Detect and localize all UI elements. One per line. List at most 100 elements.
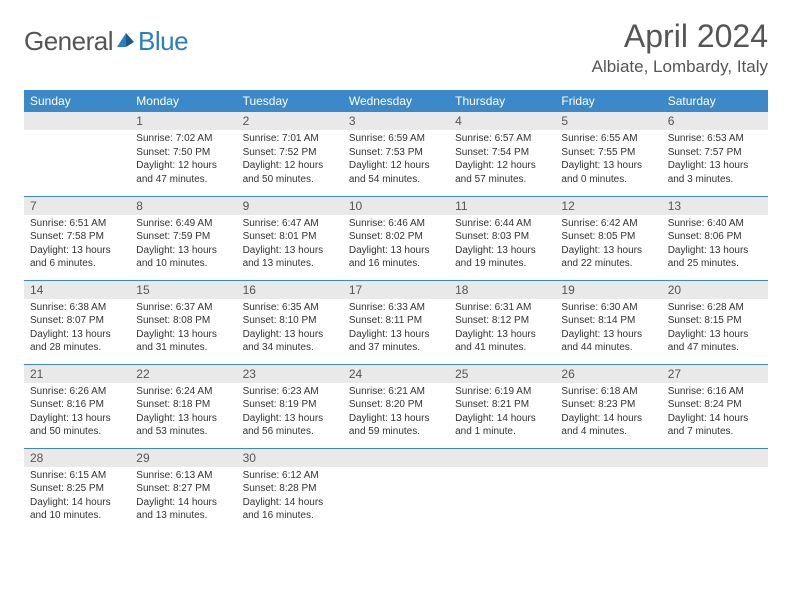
day-number: 14: [24, 281, 130, 299]
day-number: 29: [130, 449, 236, 467]
day-details: Sunrise: 7:01 AMSunset: 7:52 PMDaylight:…: [237, 130, 343, 190]
sunrise-text: Sunrise: 6:16 AM: [668, 385, 762, 399]
day-number: 7: [24, 197, 130, 215]
sunrise-text: Sunrise: 6:46 AM: [349, 217, 443, 231]
day-details: Sunrise: 6:28 AMSunset: 8:15 PMDaylight:…: [662, 299, 768, 359]
day-number: 16: [237, 281, 343, 299]
calendar-cell: 20Sunrise: 6:28 AMSunset: 8:15 PMDayligh…: [662, 280, 768, 364]
day-details: Sunrise: 6:33 AMSunset: 8:11 PMDaylight:…: [343, 299, 449, 359]
sunset-text: Sunset: 7:58 PM: [30, 230, 124, 244]
weekday-header: Friday: [555, 90, 661, 112]
sunrise-text: Sunrise: 6:35 AM: [243, 301, 337, 315]
calendar-cell: 8Sunrise: 6:49 AMSunset: 7:59 PMDaylight…: [130, 196, 236, 280]
daylight-text: Daylight: 13 hours and 31 minutes.: [136, 328, 230, 355]
calendar-cell: [343, 448, 449, 532]
sunrise-text: Sunrise: 6:26 AM: [30, 385, 124, 399]
sunrise-text: Sunrise: 6:18 AM: [561, 385, 655, 399]
brand-part2: Blue: [138, 26, 188, 57]
daylight-text: Daylight: 13 hours and 19 minutes.: [455, 244, 549, 271]
calendar-cell: 10Sunrise: 6:46 AMSunset: 8:02 PMDayligh…: [343, 196, 449, 280]
day-details: Sunrise: 6:26 AMSunset: 8:16 PMDaylight:…: [24, 383, 130, 443]
sunrise-text: Sunrise: 6:30 AM: [561, 301, 655, 315]
sunrise-text: Sunrise: 6:40 AM: [668, 217, 762, 231]
daylight-text: Daylight: 13 hours and 34 minutes.: [243, 328, 337, 355]
day-details: Sunrise: 6:23 AMSunset: 8:19 PMDaylight:…: [237, 383, 343, 443]
day-number: 13: [662, 197, 768, 215]
sunrise-text: Sunrise: 6:12 AM: [243, 469, 337, 483]
daylight-text: Daylight: 12 hours and 47 minutes.: [136, 159, 230, 186]
sunset-text: Sunset: 8:16 PM: [30, 398, 124, 412]
day-details: Sunrise: 6:53 AMSunset: 7:57 PMDaylight:…: [662, 130, 768, 190]
sunrise-text: Sunrise: 6:15 AM: [30, 469, 124, 483]
calendar-week-row: 28Sunrise: 6:15 AMSunset: 8:25 PMDayligh…: [24, 448, 768, 532]
sunrise-text: Sunrise: 6:31 AM: [455, 301, 549, 315]
sunset-text: Sunset: 7:52 PM: [243, 146, 337, 160]
sunset-text: Sunset: 8:05 PM: [561, 230, 655, 244]
calendar-cell: 15Sunrise: 6:37 AMSunset: 8:08 PMDayligh…: [130, 280, 236, 364]
day-number: 15: [130, 281, 236, 299]
brand-part1: General: [24, 26, 113, 57]
calendar-cell: 6Sunrise: 6:53 AMSunset: 7:57 PMDaylight…: [662, 112, 768, 196]
calendar-cell: 12Sunrise: 6:42 AMSunset: 8:05 PMDayligh…: [555, 196, 661, 280]
weekday-header: Saturday: [662, 90, 768, 112]
sunset-text: Sunset: 8:01 PM: [243, 230, 337, 244]
sunset-text: Sunset: 8:19 PM: [243, 398, 337, 412]
calendar-cell: 27Sunrise: 6:16 AMSunset: 8:24 PMDayligh…: [662, 364, 768, 448]
sunrise-text: Sunrise: 6:21 AM: [349, 385, 443, 399]
sunset-text: Sunset: 8:15 PM: [668, 314, 762, 328]
sunset-text: Sunset: 8:10 PM: [243, 314, 337, 328]
daylight-text: Daylight: 14 hours and 16 minutes.: [243, 496, 337, 523]
calendar-cell: 5Sunrise: 6:55 AMSunset: 7:55 PMDaylight…: [555, 112, 661, 196]
daylight-text: Daylight: 13 hours and 6 minutes.: [30, 244, 124, 271]
calendar-cell: [555, 448, 661, 532]
day-number: 9: [237, 197, 343, 215]
sunset-text: Sunset: 8:03 PM: [455, 230, 549, 244]
sunrise-text: Sunrise: 6:13 AM: [136, 469, 230, 483]
sunset-text: Sunset: 7:50 PM: [136, 146, 230, 160]
daylight-text: Daylight: 13 hours and 10 minutes.: [136, 244, 230, 271]
calendar-cell: 29Sunrise: 6:13 AMSunset: 8:27 PMDayligh…: [130, 448, 236, 532]
calendar-cell: 22Sunrise: 6:24 AMSunset: 8:18 PMDayligh…: [130, 364, 236, 448]
day-details: Sunrise: 6:37 AMSunset: 8:08 PMDaylight:…: [130, 299, 236, 359]
daylight-text: Daylight: 13 hours and 13 minutes.: [243, 244, 337, 271]
daylight-text: Daylight: 13 hours and 50 minutes.: [30, 412, 124, 439]
daylight-text: Daylight: 13 hours and 0 minutes.: [561, 159, 655, 186]
day-number: 18: [449, 281, 555, 299]
sunrise-text: Sunrise: 7:01 AM: [243, 132, 337, 146]
calendar-week-row: 1Sunrise: 7:02 AMSunset: 7:50 PMDaylight…: [24, 112, 768, 196]
sunrise-text: Sunrise: 6:24 AM: [136, 385, 230, 399]
empty-day-bar: [662, 449, 768, 467]
sunset-text: Sunset: 8:27 PM: [136, 482, 230, 496]
day-number: 10: [343, 197, 449, 215]
sunrise-text: Sunrise: 6:47 AM: [243, 217, 337, 231]
weekday-header: Monday: [130, 90, 236, 112]
sunset-text: Sunset: 8:23 PM: [561, 398, 655, 412]
day-number: 27: [662, 365, 768, 383]
calendar-cell: 17Sunrise: 6:33 AMSunset: 8:11 PMDayligh…: [343, 280, 449, 364]
day-details: Sunrise: 6:51 AMSunset: 7:58 PMDaylight:…: [24, 215, 130, 275]
calendar-cell: [662, 448, 768, 532]
sunrise-text: Sunrise: 6:53 AM: [668, 132, 762, 146]
calendar-cell: 11Sunrise: 6:44 AMSunset: 8:03 PMDayligh…: [449, 196, 555, 280]
day-details: Sunrise: 6:16 AMSunset: 8:24 PMDaylight:…: [662, 383, 768, 443]
day-details: Sunrise: 6:19 AMSunset: 8:21 PMDaylight:…: [449, 383, 555, 443]
daylight-text: Daylight: 13 hours and 53 minutes.: [136, 412, 230, 439]
day-number: 4: [449, 112, 555, 130]
daylight-text: Daylight: 13 hours and 22 minutes.: [561, 244, 655, 271]
location-subtitle: Albiate, Lombardy, Italy: [592, 57, 768, 77]
calendar-cell: 21Sunrise: 6:26 AMSunset: 8:16 PMDayligh…: [24, 364, 130, 448]
empty-day-bar: [24, 112, 130, 130]
sunset-text: Sunset: 8:11 PM: [349, 314, 443, 328]
sunrise-text: Sunrise: 6:51 AM: [30, 217, 124, 231]
sunset-text: Sunset: 8:21 PM: [455, 398, 549, 412]
day-number: 12: [555, 197, 661, 215]
day-number: 22: [130, 365, 236, 383]
calendar-cell: 4Sunrise: 6:57 AMSunset: 7:54 PMDaylight…: [449, 112, 555, 196]
sunset-text: Sunset: 8:14 PM: [561, 314, 655, 328]
sunrise-text: Sunrise: 6:33 AM: [349, 301, 443, 315]
day-details: Sunrise: 6:44 AMSunset: 8:03 PMDaylight:…: [449, 215, 555, 275]
daylight-text: Daylight: 13 hours and 44 minutes.: [561, 328, 655, 355]
empty-day-bar: [555, 449, 661, 467]
day-number: 20: [662, 281, 768, 299]
sunset-text: Sunset: 7:55 PM: [561, 146, 655, 160]
